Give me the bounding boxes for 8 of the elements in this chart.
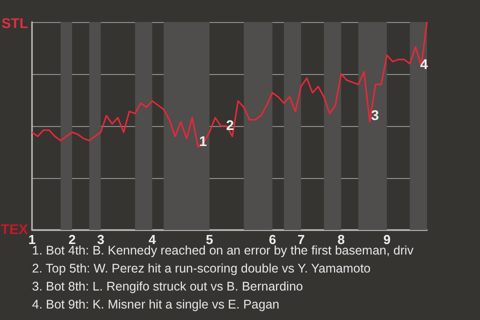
- annotation: 2: [226, 117, 234, 133]
- text: 3. Bot 8th: L. Rengifo struck out vs B. Bernardino: [32, 280, 304, 294]
- text: 2. Top 5th: W. Perez hit a run-scoring double vs Y. Yamamoto: [32, 262, 371, 276]
- text: 4. Bot 9th: K. Misner hit a single vs E. Pagan: [32, 298, 280, 312]
- annotation: 3: [371, 107, 380, 123]
- annotation: 4: [420, 56, 428, 72]
- text: STL: [2, 15, 28, 31]
- text: TEX: [0, 221, 29, 237]
